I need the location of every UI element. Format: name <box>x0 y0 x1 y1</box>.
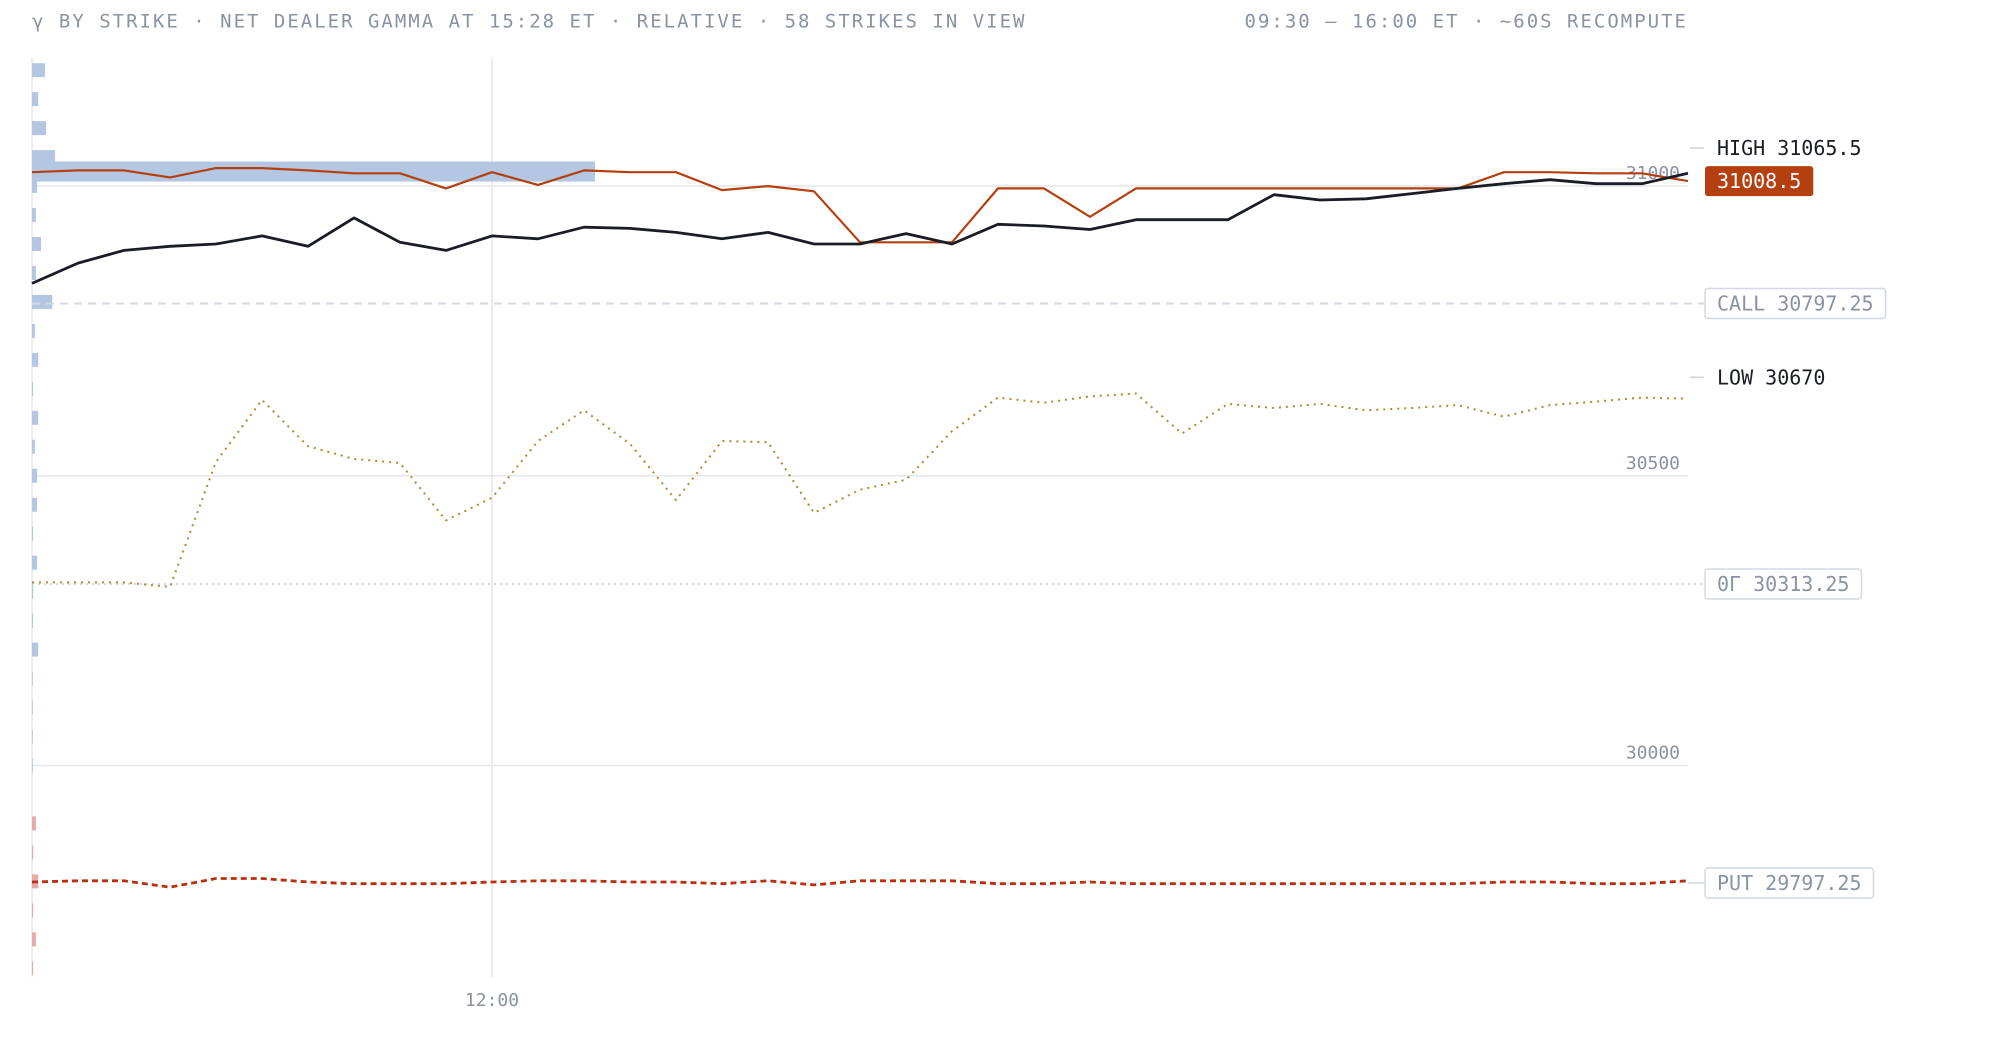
level-name: LOW <box>1717 365 1754 389</box>
gamma-bar <box>32 555 38 570</box>
gamma-bar <box>32 265 36 280</box>
gamma-bar <box>32 584 34 599</box>
gamma-bar <box>32 468 38 483</box>
gamma-bar <box>32 700 33 715</box>
gamma-bar <box>32 323 35 338</box>
level-label: LOW 30670 <box>1690 365 1825 389</box>
gamma-bar <box>32 613 34 628</box>
level-text: PUT 29797.25 <box>1717 870 1862 894</box>
level-text: 31008.5 <box>1717 169 1801 193</box>
chart-title: γ BY STRIKE · NET DEALER GAMMA AT 15:28 … <box>32 11 1026 33</box>
level-label: 31008.5 <box>1705 166 1814 197</box>
level-name: 0Γ <box>1717 571 1741 595</box>
level-label: PUT 29797.25 <box>1704 867 1875 899</box>
level-text: LOW 30670 <box>1717 365 1825 389</box>
level-badge <box>1705 166 1814 197</box>
gamma-bar <box>32 294 53 309</box>
level-box <box>1704 287 1887 320</box>
gamma-bar <box>32 92 39 107</box>
level-text: HIGH 31065.5 <box>1717 136 1862 160</box>
level-text: CALL 30797.25 <box>1717 291 1874 315</box>
level-value: 31008.5 <box>1717 169 1801 193</box>
gamma-bar <box>32 237 42 252</box>
gamma-bar <box>32 439 35 454</box>
gamma-bar <box>32 932 36 947</box>
gamma-bar <box>32 729 33 744</box>
level-value: 31065.5 <box>1777 136 1861 160</box>
level-box <box>1704 568 1863 600</box>
series-line <box>32 392 1689 588</box>
gamma-bar <box>32 497 38 512</box>
gamma-bar <box>32 642 39 657</box>
gamma-bar <box>32 179 38 194</box>
level-name: PUT <box>1717 870 1753 894</box>
gamma-bar <box>32 381 34 396</box>
gamma-bar <box>32 816 36 831</box>
level-text: 0Γ 30313.25 <box>1717 571 1849 595</box>
gamma-bar <box>32 150 56 165</box>
level-label: 0Γ 30313.25 <box>1704 568 1863 600</box>
gamma-bar <box>32 526 34 541</box>
gamma-bar <box>32 121 47 136</box>
level-value: 30313.25 <box>1753 571 1849 595</box>
gamma-bar <box>32 352 39 367</box>
level-name: HIGH <box>1717 136 1765 160</box>
gamma-bar <box>32 903 34 918</box>
level-value: 30670 <box>1765 365 1825 389</box>
x-tick-label: 12:00 <box>465 990 519 1011</box>
level-value: 30797.25 <box>1777 291 1873 315</box>
gamma-bar <box>32 63 45 78</box>
series-line <box>31 171 1689 285</box>
gamma-bar <box>32 208 36 223</box>
y-tick-label: 30000 <box>1626 743 1680 764</box>
gamma-bar <box>32 671 33 686</box>
gamma-bar <box>32 845 34 860</box>
level-name: CALL <box>1717 291 1765 315</box>
level-label: CALL 30797.25 <box>1704 287 1887 320</box>
series-line <box>31 167 1689 244</box>
chart-subtitle: 09:30 – 16:00 ET · ~60S RECOMPUTE <box>1245 11 1689 33</box>
series-line <box>31 877 1689 889</box>
gamma-bar <box>32 961 34 976</box>
level-label: HIGH 31065.5 <box>1690 136 1862 160</box>
gamma-bar <box>32 410 39 425</box>
y-tick-label: 30500 <box>1626 453 1680 474</box>
level-value: 29797.25 <box>1765 870 1861 894</box>
gamma-bar <box>32 758 33 773</box>
